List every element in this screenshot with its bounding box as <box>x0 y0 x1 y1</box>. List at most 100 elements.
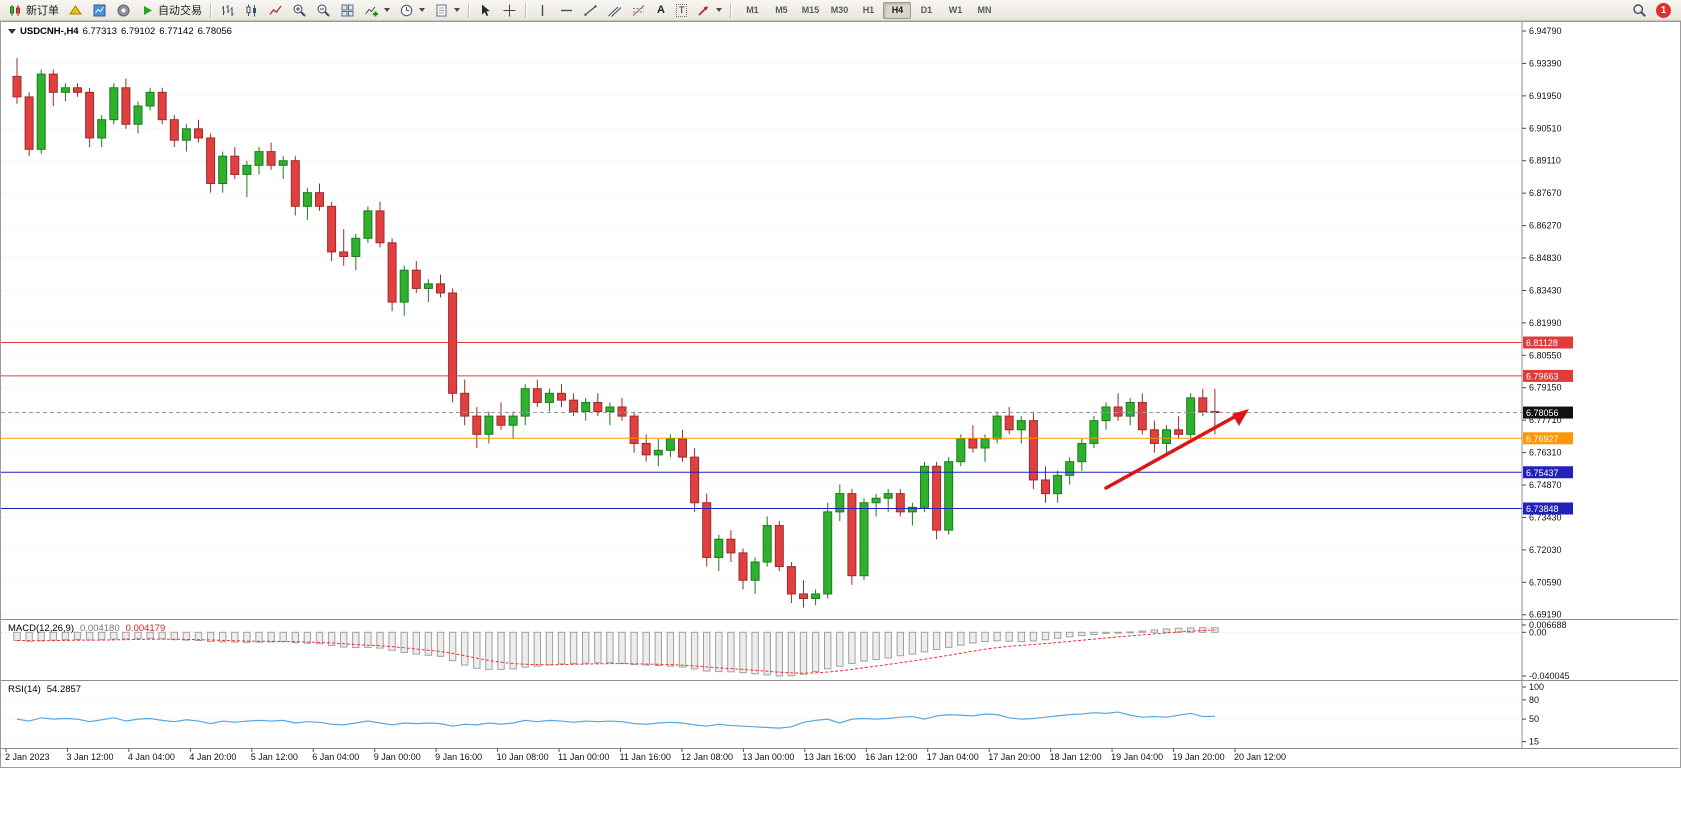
bar-chart-button[interactable] <box>216 0 239 20</box>
horizontal-line-button[interactable] <box>555 0 578 20</box>
svg-text:0.006688: 0.006688 <box>1529 620 1567 630</box>
arrow-tool-icon <box>698 5 709 16</box>
timeframe-group: M1 M5 M15 M30 H1 H4 D1 W1 MN <box>738 1 998 19</box>
toolbar-separator <box>730 2 733 18</box>
svg-text:6.91950: 6.91950 <box>1529 91 1562 101</box>
svg-text:6.93390: 6.93390 <box>1529 58 1562 68</box>
svg-text:6.89110: 6.89110 <box>1529 156 1561 166</box>
svg-text:6.76927: 6.76927 <box>1526 434 1559 444</box>
timeframe-w1[interactable]: W1 <box>948 4 963 15</box>
autotrading-button[interactable]: 自动交易 <box>136 0 206 20</box>
search-button[interactable] <box>1628 0 1651 20</box>
svg-text:12 Jan 08:00: 12 Jan 08:00 <box>681 752 733 762</box>
metaeditor-button[interactable] <box>64 0 87 20</box>
fibonacci-button[interactable] <box>627 0 650 20</box>
timeframe-h4[interactable]: H4 <box>883 1 912 19</box>
ohlc-low: 6.77142 <box>159 26 194 37</box>
zoom-in-icon <box>293 4 306 17</box>
macd-signal-value: 0.004179 <box>125 623 166 634</box>
svg-text:4 Jan 20:00: 4 Jan 20:00 <box>189 752 236 762</box>
svg-text:6.76310: 6.76310 <box>1529 448 1562 458</box>
svg-text:11 Jan 00:00: 11 Jan 00:00 <box>558 752 609 762</box>
timeframe-m15[interactable]: M15 <box>801 4 820 15</box>
vertical-line-button[interactable] <box>531 0 554 20</box>
svg-text:6.84830: 6.84830 <box>1529 253 1562 263</box>
horizontal-line-icon <box>561 9 572 11</box>
svg-text:13 Jan 16:00: 13 Jan 16:00 <box>804 752 856 762</box>
rsi-name: RSI(14) <box>8 684 41 695</box>
notification-badge[interactable]: 1 <box>1656 2 1671 18</box>
trendline-button[interactable] <box>579 0 602 20</box>
zoom-out-button[interactable] <box>312 0 335 20</box>
periods-button[interactable] <box>395 0 429 20</box>
ohlc-high: 6.79102 <box>120 26 156 37</box>
autotrading-label: 自动交易 <box>158 5 202 17</box>
crosshair-button[interactable] <box>498 0 521 20</box>
svg-text:2 Jan 2023: 2 Jan 2023 <box>5 752 50 762</box>
svg-text:6 Jan 04:00: 6 Jan 04:00 <box>312 752 359 762</box>
svg-text:6.83430: 6.83430 <box>1529 285 1562 295</box>
svg-text:6.69190: 6.69190 <box>1529 610 1562 620</box>
svg-text:20 Jan 12:00: 20 Jan 12:00 <box>1234 752 1286 762</box>
chart-window: 6.94790 6.93390 6.91950 6.90510 6.89110 6.876… <box>0 21 1681 768</box>
timeframe-m5[interactable]: M5 <box>775 4 788 15</box>
indicators-button[interactable] <box>360 0 394 20</box>
svg-text:6.90510: 6.90510 <box>1529 123 1562 133</box>
svg-text:3 Jan 12:00: 3 Jan 12:00 <box>66 752 113 762</box>
autotrading-play-icon <box>144 5 152 15</box>
timeframe-d1[interactable]: D1 <box>920 4 933 15</box>
new-order-button[interactable]: 新订单 <box>4 0 63 20</box>
svg-text:15: 15 <box>1529 737 1539 747</box>
symbol-dropdown-icon[interactable] <box>8 29 16 34</box>
svg-text:6.79663: 6.79663 <box>1526 371 1559 381</box>
macd-name: MACD(12,26,9) <box>8 623 74 634</box>
svg-text:6.79150: 6.79150 <box>1529 383 1562 393</box>
zoom-in-button[interactable] <box>288 0 311 20</box>
svg-text:18 Jan 12:00: 18 Jan 12:00 <box>1050 752 1102 762</box>
arrows-button[interactable] <box>692 0 726 20</box>
timeframe-m1[interactable]: M1 <box>746 4 759 15</box>
svg-text:5 Jan 12:00: 5 Jan 12:00 <box>251 752 298 762</box>
indicators-dropdown-icon <box>384 8 390 12</box>
cursor-button[interactable] <box>474 0 497 20</box>
community-button[interactable] <box>112 0 135 20</box>
text-button[interactable]: A <box>651 0 671 20</box>
timeframe-h1[interactable]: H1 <box>862 4 875 15</box>
bar-chart-icon <box>222 4 234 16</box>
price-chart-canvas[interactable]: 6.94790 6.93390 6.91950 6.90510 6.89110 6.876… <box>1 22 1678 765</box>
line-chart-button[interactable] <box>264 0 287 20</box>
trendline-icon <box>584 4 597 16</box>
ohlc-open: 6.77313 <box>82 26 117 37</box>
line-chart-icon <box>269 5 282 15</box>
crosshair-icon <box>503 4 516 16</box>
market-button[interactable] <box>88 0 111 20</box>
periods-dropdown-icon <box>419 8 425 12</box>
symbol-title: USDCNH-,H4 <box>20 26 79 37</box>
candlestick-chart-button[interactable] <box>240 0 263 20</box>
toolbar: 新订单 自动交易 <box>0 0 1681 21</box>
template-document-icon <box>436 4 447 16</box>
svg-text:50: 50 <box>1529 714 1539 724</box>
timeframe-m30[interactable]: M30 <box>830 4 849 15</box>
tile-windows-button[interactable] <box>336 0 359 20</box>
templates-button[interactable] <box>430 0 464 20</box>
channel-button[interactable] <box>603 0 626 20</box>
svg-text:11 Jan 16:00: 11 Jan 16:00 <box>620 752 671 762</box>
candlestick-chart-icon <box>246 4 256 16</box>
svg-text:13 Jan 00:00: 13 Jan 00:00 <box>742 752 794 762</box>
svg-text:6.73848: 6.73848 <box>1526 504 1559 514</box>
label-button[interactable]: T <box>672 0 692 20</box>
svg-text:6.86270: 6.86270 <box>1529 221 1562 231</box>
svg-text:17 Jan 04:00: 17 Jan 04:00 <box>927 752 979 762</box>
rsi-value: 54.2857 <box>46 684 82 695</box>
clock-icon <box>400 4 413 16</box>
svg-text:16 Jan 12:00: 16 Jan 12:00 <box>865 752 917 762</box>
tile-windows-icon <box>341 4 354 16</box>
svg-text:10 Jan 08:00: 10 Jan 08:00 <box>497 752 549 762</box>
timeframe-mn[interactable]: MN <box>977 4 992 15</box>
svg-text:6.75437: 6.75437 <box>1526 468 1559 478</box>
templates-dropdown-icon <box>454 8 460 12</box>
svg-text:6.70590: 6.70590 <box>1529 577 1562 587</box>
community-icon <box>117 4 130 16</box>
svg-text:6.81128: 6.81128 <box>1526 338 1558 348</box>
